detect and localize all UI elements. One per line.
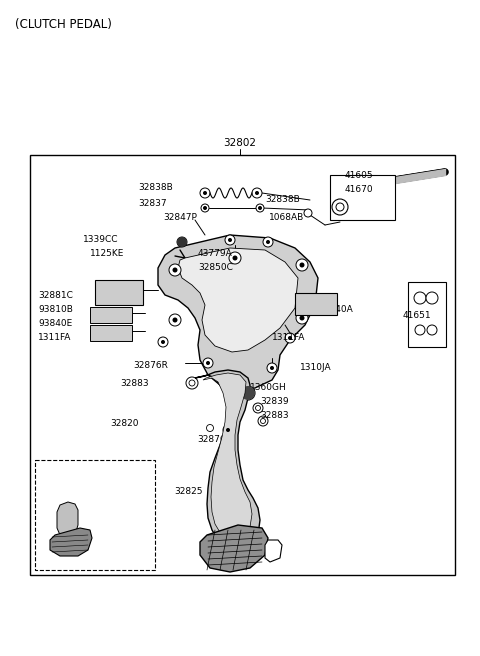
Text: 41670: 41670 [345,186,373,194]
Circle shape [256,204,264,212]
Circle shape [332,199,348,215]
Text: 32876R: 32876R [197,436,232,445]
Circle shape [206,424,214,432]
Text: (AL PAD): (AL PAD) [43,472,82,482]
Text: 93840A: 93840A [318,304,353,314]
Circle shape [232,255,238,260]
Text: 32839: 32839 [260,398,288,407]
Text: 93840E: 93840E [38,319,72,327]
Polygon shape [158,235,318,390]
Circle shape [201,204,209,212]
Text: 32883: 32883 [260,411,288,420]
Circle shape [258,416,268,426]
Text: 1311FA: 1311FA [38,333,72,342]
Circle shape [158,337,168,347]
Circle shape [267,363,277,373]
Circle shape [169,314,181,326]
Circle shape [340,183,350,193]
Bar [35,460,155,570]
Circle shape [426,292,438,304]
Circle shape [414,292,426,304]
Bar [330,175,395,220]
Circle shape [296,312,308,324]
Circle shape [253,403,263,413]
Text: 32847P: 32847P [163,213,197,222]
Bar [95,280,143,305]
Text: 32837: 32837 [138,199,167,207]
Circle shape [169,264,181,276]
Polygon shape [265,540,282,562]
Circle shape [172,318,178,323]
Text: 32876R: 32876R [133,361,168,369]
Polygon shape [178,248,298,352]
Bar [30,155,455,575]
Circle shape [200,188,210,198]
Circle shape [161,340,165,344]
Text: 32881C: 32881C [38,291,73,300]
Circle shape [255,405,261,411]
Text: 32825: 32825 [174,487,203,495]
Text: 32883: 32883 [120,380,149,388]
Polygon shape [200,525,268,572]
Polygon shape [195,370,260,552]
Text: 32838B: 32838B [138,184,173,192]
Circle shape [177,237,187,247]
Circle shape [228,238,232,242]
Polygon shape [203,373,252,540]
Text: 93810B: 93810B [38,304,73,314]
Circle shape [296,259,308,271]
Circle shape [261,419,265,424]
Circle shape [258,206,262,210]
Text: 41651: 41651 [403,312,432,321]
Circle shape [203,206,207,210]
Bar [90,307,132,323]
Polygon shape [57,502,78,538]
Circle shape [226,428,230,432]
Circle shape [189,380,195,386]
Circle shape [241,386,255,400]
Circle shape [300,316,304,321]
Polygon shape [50,528,92,556]
Text: 32838B: 32838B [265,195,300,205]
Circle shape [252,188,262,198]
Circle shape [415,325,425,335]
Text: 1339CC: 1339CC [83,236,119,245]
Bar [408,282,446,347]
Circle shape [203,358,213,368]
Text: 1125KE: 1125KE [90,249,124,258]
Circle shape [304,209,312,217]
Circle shape [427,325,437,335]
Text: 32820: 32820 [110,419,139,428]
Circle shape [285,333,295,343]
Circle shape [241,386,255,400]
Circle shape [300,262,304,268]
Circle shape [203,191,207,195]
Circle shape [225,235,235,245]
Text: 32802: 32802 [224,138,256,148]
Text: (CLUTCH PEDAL): (CLUTCH PEDAL) [15,18,112,31]
Circle shape [266,240,270,244]
Circle shape [263,237,273,247]
Text: 32850C: 32850C [198,262,233,272]
Text: 43779A: 43779A [198,249,233,258]
Circle shape [206,361,210,365]
Text: 1310JA: 1310JA [300,363,332,373]
Circle shape [336,203,344,211]
Text: 1311FA: 1311FA [272,333,305,342]
Bar [90,325,132,341]
Circle shape [229,252,241,264]
Text: 41605: 41605 [345,171,373,180]
Circle shape [172,268,178,272]
Bar [295,293,337,315]
Text: 32825: 32825 [43,487,72,495]
Circle shape [270,366,274,370]
Circle shape [186,377,198,389]
Text: 1068AB: 1068AB [269,213,304,222]
Circle shape [288,336,292,340]
Circle shape [223,425,233,435]
Text: 1360GH: 1360GH [250,384,287,392]
Circle shape [255,191,259,195]
